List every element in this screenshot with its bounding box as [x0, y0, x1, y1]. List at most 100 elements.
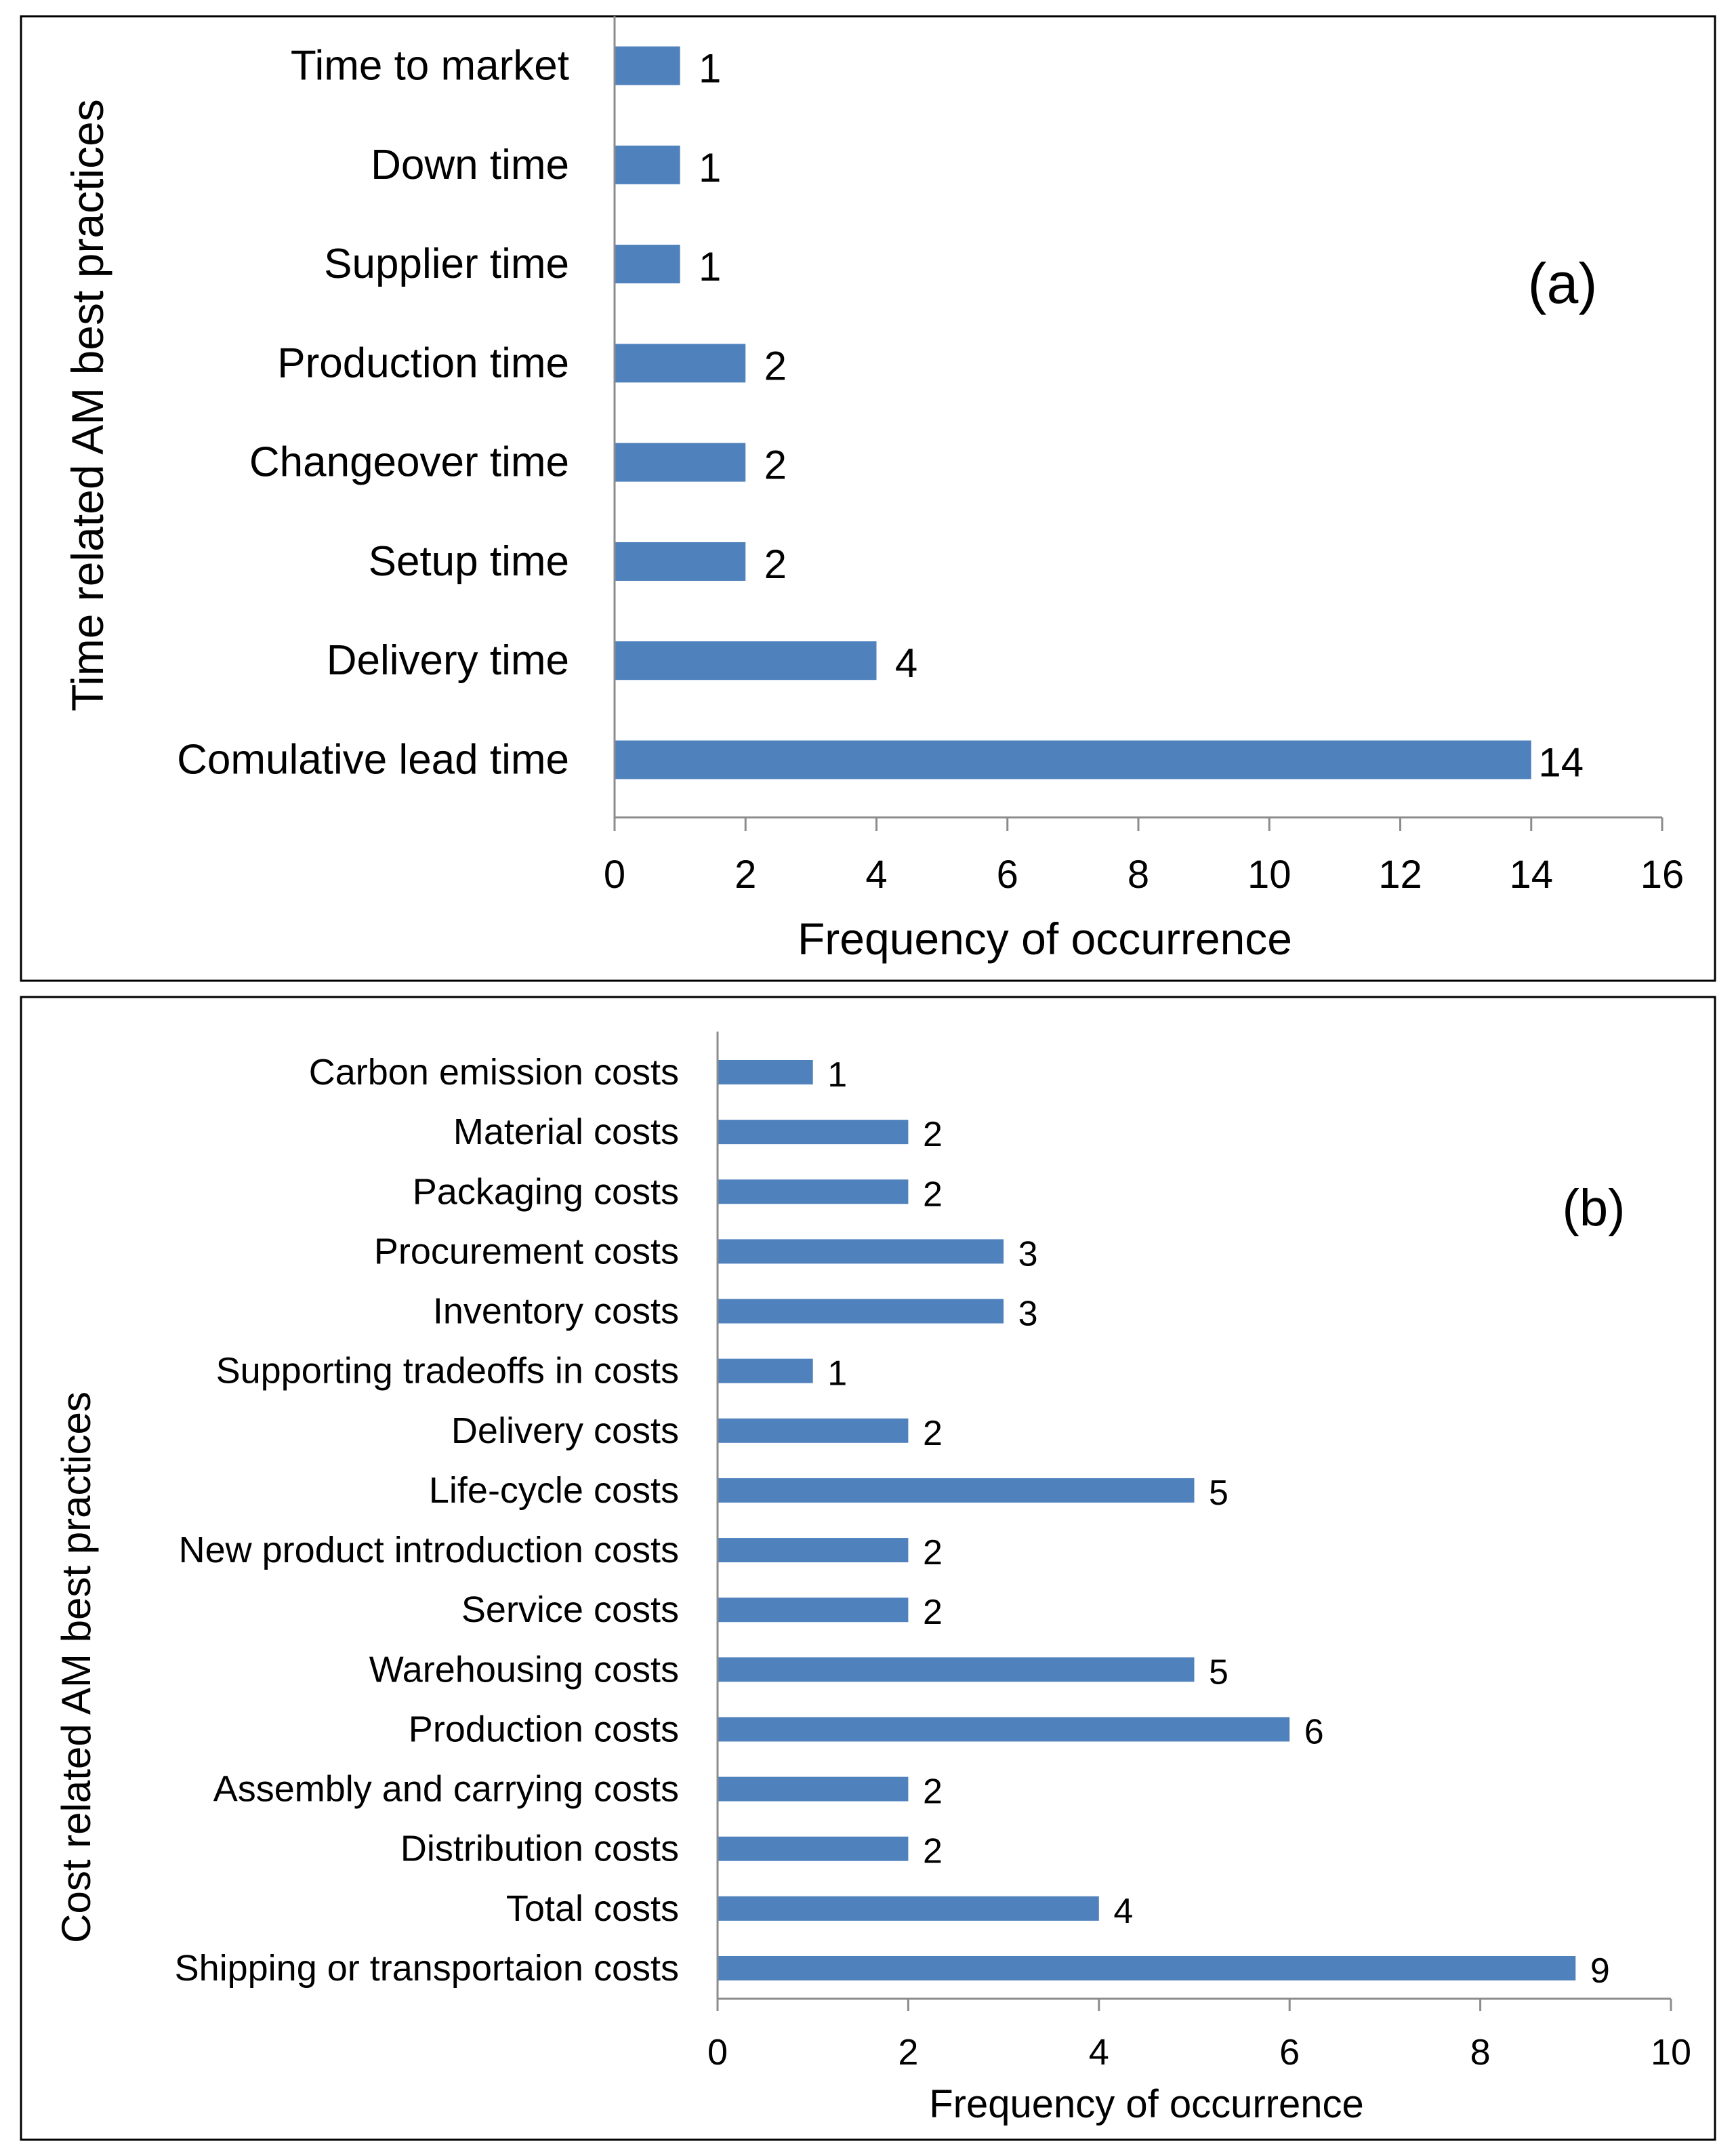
chart-a-bar-setup-time: [615, 542, 746, 581]
chart-b-bar-total-costs: [718, 1896, 1099, 1921]
chart-a-bar-comulative-lead-time: [615, 740, 1531, 779]
chart-b-bar-new-product-introduction-costs: [718, 1538, 909, 1563]
chart-a-x-tick-label: 16: [1640, 853, 1685, 897]
chart-a-x-tick-label: 12: [1378, 853, 1422, 897]
chart-a-bar-supplier-time: [615, 245, 680, 284]
chart-b-category-label: Material costs: [453, 1112, 679, 1152]
chart-b-data-label: 2: [923, 1414, 943, 1453]
chart-a: Time related AM best practices (a) Frequ…: [20, 15, 1716, 982]
chart-b-category-label: Packaging costs: [413, 1171, 679, 1212]
chart-b-data-label: 3: [1018, 1234, 1038, 1274]
chart-a-data-label: 1: [699, 244, 721, 289]
chart-a-bar-production-time: [615, 344, 746, 383]
chart-b-bar-life-cycle-costs: [718, 1478, 1195, 1503]
chart-a-category-label: Setup time: [369, 538, 569, 585]
chart-a-category-label: Comulative lead time: [177, 737, 569, 784]
chart-a-bar-down-time: [615, 145, 680, 184]
chart-a-x-axis-title: Frequency of occurrence: [798, 914, 1292, 964]
chart-b-bar-production-costs: [718, 1717, 1290, 1742]
chart-b-category-label: Life-cycle costs: [429, 1470, 679, 1511]
chart-b-category-label: Carbon emission costs: [309, 1052, 679, 1093]
chart-b-bar-shipping-or-transportaion-costs: [718, 1956, 1576, 1980]
chart-a-bar-changeover-time: [615, 443, 746, 482]
chart-b-category-label: Procurement costs: [374, 1231, 679, 1272]
chart-b-category-label: Shipping or transportaion costs: [175, 1948, 679, 1989]
chart-b-data-label: 2: [923, 1593, 943, 1632]
chart-b-data-label: 1: [827, 1354, 847, 1394]
chart-b-category-label: Service costs: [461, 1589, 679, 1630]
chart-a-x-tick-label: 14: [1509, 853, 1553, 897]
chart-a-panel-tag: (a): [1528, 251, 1598, 315]
chart-b-data-label: 2: [923, 1832, 943, 1871]
chart-b-category-label: Delivery costs: [451, 1410, 679, 1451]
chart-b-x-axis-title: Frequency of occurrence: [929, 2082, 1364, 2126]
chart-a-category-label: Time to market: [291, 43, 569, 89]
chart-a-category-label: Changeover time: [249, 439, 569, 486]
chart-b-bar-packaging-costs: [718, 1179, 909, 1204]
chart-a-data-label: 2: [764, 443, 787, 488]
chart-b-x-tick-label: 6: [1279, 2032, 1300, 2073]
chart-b-bar-inventory-costs: [718, 1299, 1004, 1324]
chart-a-axes: 0 2 4 6 8 10 12 14 16: [604, 16, 1684, 897]
chart-b-bar-distribution-costs: [718, 1836, 909, 1861]
chart-a-bar-time-to-market: [615, 46, 680, 85]
chart-b-bar-material-costs: [718, 1120, 909, 1145]
chart-b-category-label: Production costs: [409, 1709, 679, 1749]
chart-a-x-tick-label: 10: [1247, 853, 1291, 897]
chart-b-data-label: 9: [1590, 1951, 1610, 1991]
chart-b-bar-carbon-emission-costs: [718, 1060, 813, 1084]
chart-b-panel-tag: (b): [1563, 1179, 1626, 1237]
chart-a-data-label: 14: [1538, 740, 1584, 786]
chart-b-frame: [20, 996, 1716, 2141]
chart-b-data-label: 2: [923, 1772, 943, 1812]
chart-a-category-label: Delivery time: [327, 637, 569, 684]
chart-a-bar-delivery-time: [615, 641, 877, 680]
chart-b-bar-assembly-and-carrying-costs: [718, 1776, 909, 1802]
chart-b-category-label: Inventory costs: [433, 1291, 679, 1332]
chart-b-bar-supporting-tradeoffs-in-costs: [718, 1358, 813, 1383]
chart-b-x-tick-label: 4: [1089, 2032, 1109, 2073]
chart-b-category-label: Assembly and carrying costs: [213, 1769, 679, 1810]
chart-b-data-label: 5: [1209, 1473, 1228, 1513]
chart-a-category-label: Supplier time: [324, 241, 569, 287]
chart-b: Cost related AM best practices (b) Frequ…: [20, 996, 1716, 2141]
chart-b-x-tick-label: 8: [1470, 2032, 1491, 2073]
chart-b-category-label: Warehousing costs: [369, 1649, 679, 1690]
chart-b-x-tick-label: 10: [1651, 2032, 1691, 2073]
chart-b-data-label: 1: [827, 1055, 847, 1095]
chart-b-bar-delivery-costs: [718, 1418, 909, 1443]
chart-b-data-label: 3: [1018, 1295, 1038, 1334]
chart-a-y-axis-title: Time related AM best practices: [62, 99, 112, 712]
chart-a-category-label: Down time: [371, 142, 569, 188]
chart-b-x-tick-label: 2: [898, 2032, 918, 2073]
chart-b-data-label: 2: [923, 1533, 943, 1572]
chart-a-data-label: 1: [699, 46, 721, 91]
chart-a-x-tick-label: 8: [1128, 853, 1149, 897]
chart-b-data-label: 6: [1304, 1712, 1324, 1751]
chart-a-bars: Time to market 1 Down time 1 Supplier time 1 P…: [177, 43, 1584, 786]
chart-a-frame: [20, 15, 1716, 982]
chart-b-data-label: 2: [923, 1115, 943, 1154]
chart-a-data-label: 2: [764, 542, 787, 587]
chart-b-category-label: New product introduction costs: [179, 1530, 679, 1570]
chart-b-data-label: 4: [1113, 1892, 1133, 1931]
chart-b-y-axis-title: Cost related AM best practices: [54, 1391, 99, 1943]
chart-a-x-tick-label: 2: [735, 853, 756, 897]
chart-b-category-label: Supporting tradeoffs in costs: [216, 1351, 679, 1391]
chart-a-category-label: Production time: [277, 340, 569, 386]
chart-b-axes: 0 2 4 6 8 10: [707, 1032, 1691, 2073]
chart-a-data-label: 1: [699, 145, 721, 190]
chart-b-bars: Carbon emission costs 1 Material costs 2 Pac…: [175, 1052, 1610, 1991]
chart-b-x-tick-label: 0: [707, 2032, 728, 2073]
chart-b-data-label: 2: [923, 1175, 943, 1214]
chart-a-data-label: 4: [895, 640, 917, 686]
chart-b-category-label: Distribution costs: [400, 1829, 679, 1869]
chart-b-data-label: 5: [1209, 1652, 1228, 1692]
chart-b-bar-warehousing-costs: [718, 1657, 1195, 1682]
chart-a-x-tick-label: 0: [604, 853, 625, 897]
chart-a-x-tick-label: 6: [997, 853, 1018, 897]
chart-b-bar-service-costs: [718, 1598, 909, 1623]
chart-a-x-tick-label: 4: [865, 853, 887, 897]
chart-b-bar-procurement-costs: [718, 1239, 1004, 1264]
